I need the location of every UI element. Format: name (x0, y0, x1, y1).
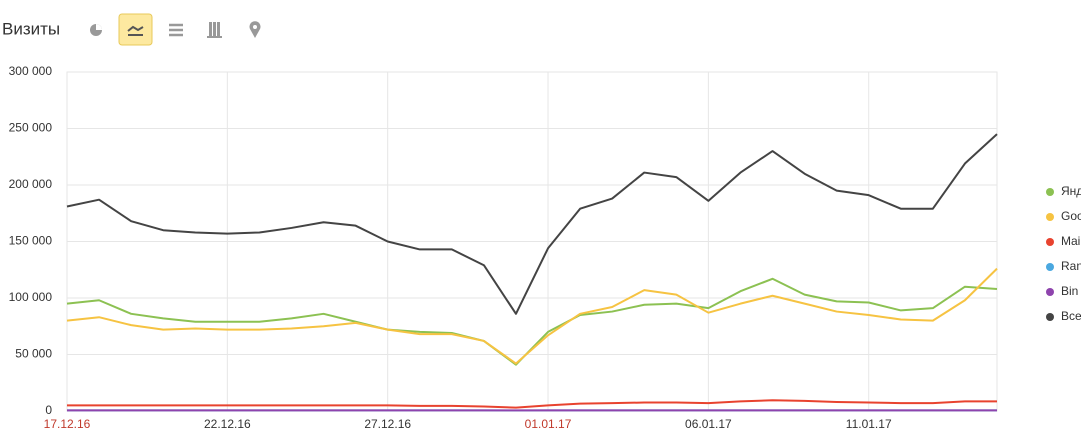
view-icon-selected[interactable] (118, 13, 153, 46)
x-tick-label: 27.12.16 (364, 417, 411, 431)
y-tick-label: 150 000 (9, 234, 53, 248)
legend-marker (1046, 188, 1054, 196)
legend-label: Bin (1061, 284, 1078, 298)
legend-label: Все (1061, 309, 1081, 323)
legend-label: Goo (1061, 209, 1081, 223)
legend-marker (1046, 313, 1054, 321)
x-tick-label: 22.12.16 (204, 417, 251, 431)
legend-marker (1046, 263, 1054, 271)
series-line (66, 267, 998, 365)
y-tick-label: 300 000 (9, 64, 53, 78)
x-tick-label: 11.01.17 (846, 417, 892, 431)
x-tick-label: 17.12.16 (44, 417, 91, 431)
view-icon[interactable] (90, 24, 102, 36)
x-tick-label: 01.01.17 (525, 417, 572, 431)
legend-label: Ran (1061, 259, 1081, 273)
y-tick-label: 0 (45, 403, 52, 417)
view-icon[interactable] (207, 22, 222, 38)
y-tick-label: 50 000 (15, 347, 52, 361)
series-line (66, 133, 998, 315)
y-tick-label: 200 000 (9, 177, 53, 191)
x-tick-label: 06.01.17 (685, 417, 732, 431)
y-tick-label: 250 000 (9, 121, 53, 135)
legend-label: Mai (1061, 234, 1080, 248)
legend-label: Янд (1061, 184, 1081, 198)
legend-marker (1046, 238, 1054, 246)
y-tick-label: 100 000 (9, 290, 53, 304)
view-icon[interactable] (249, 21, 261, 38)
series-line (67, 399, 997, 409)
chart-title: Визиты (2, 19, 60, 38)
legend-marker (1046, 213, 1054, 221)
series-line (66, 277, 998, 366)
legend-marker (1046, 288, 1054, 296)
view-icon[interactable] (169, 23, 183, 37)
